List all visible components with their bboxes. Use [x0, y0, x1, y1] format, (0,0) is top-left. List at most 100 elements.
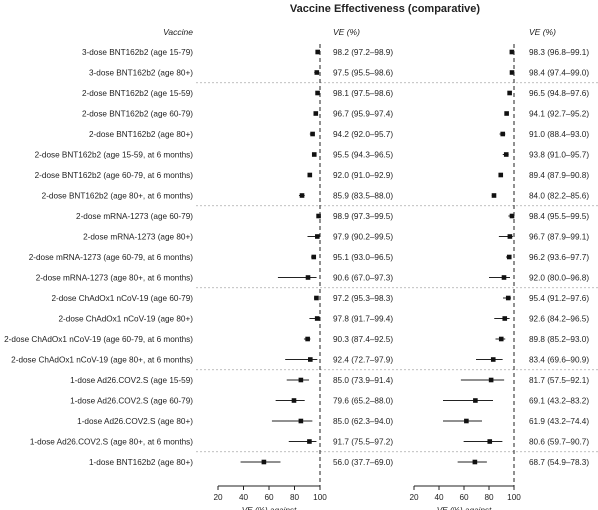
intubation-point-estimate [311, 152, 317, 157]
death-axis-label-line1: VE (%) against [437, 506, 492, 510]
intubation-axis-label-line1: VE (%) against [242, 506, 297, 510]
death-point-estimate [500, 131, 506, 137]
intubation-point-estimate [307, 172, 313, 178]
intubation-tick-label: 40 [239, 493, 249, 502]
death-ve-value: 93.8 (91.0–95.7) [529, 151, 589, 160]
death-point-estimate [504, 111, 509, 116]
intubation-ve-value: 85.9 (83.5–88.0) [333, 192, 393, 201]
death-point-estimate [498, 172, 504, 178]
death-ve-value: 91.0 (88.4–93.0) [529, 130, 589, 139]
death-point-estimate [487, 439, 493, 444]
intubation-ve-value: 97.9 (90.2–99.5) [333, 233, 393, 242]
death-ve-value: 89.8 (85.2–93.0) [529, 335, 589, 344]
death-point-estimate [509, 213, 515, 219]
intubation-ve-value: 92.0 (91.0–92.9) [333, 171, 393, 180]
intubation-ve-value: 98.2 (97.2–98.9) [333, 48, 393, 57]
vaccine-row-label: 2-dose BNT162b2 (age 15-59) [82, 89, 193, 98]
vaccine-row-label: 2-dose ChAdOx1 nCoV-19 (age 60-79) [51, 294, 193, 303]
death-point-estimate [501, 275, 507, 280]
intubation-ve-value: 97.8 (91.7–99.4) [333, 315, 393, 324]
death-ve-value: 81.7 (57.5–92.1) [529, 376, 589, 385]
intubation-ve-value: 95.5 (94.3–96.5) [333, 151, 393, 160]
death-ve-value: 83.4 (69.6–90.9) [529, 356, 589, 365]
vaccine-row-label: 2-dose ChAdOx1 nCoV-19 (age 80+, at 6 mo… [11, 356, 193, 365]
intubation-ve-value: 56.0 (37.7–69.0) [333, 458, 393, 467]
intubation-point-estimate [299, 193, 305, 198]
intubation-ve-value: 94.2 (92.0–95.7) [333, 130, 393, 139]
intubation-tick-label: 60 [264, 493, 274, 502]
intubation-tick-label: 100 [313, 493, 327, 502]
death-point-estimate [490, 357, 496, 362]
death-ve-value: 68.7 (54.9–78.3) [529, 458, 589, 467]
death-ve-value: 98.3 (96.8–99.1) [529, 48, 589, 57]
vaccine-row-label: 2-dose ChAdOx1 nCoV-19 (age 80+) [59, 315, 194, 324]
death-point-estimate [507, 90, 512, 96]
intubation-point-estimate [311, 254, 317, 260]
intubation-tick-label: 80 [290, 493, 300, 502]
death-ve-value: 98.4 (97.4–99.0) [529, 69, 589, 78]
intubation-ve-value: 90.3 (87.4–92.5) [333, 335, 393, 344]
vaccine-row-label: 2-dose ChAdOx1 nCoV-19 (age 60-79, at 6 … [4, 335, 193, 344]
chart-title: Vaccine Effectiveness (comparative) [290, 3, 480, 15]
death-point-estimate [498, 336, 504, 342]
intubation-point-estimate [316, 213, 321, 219]
vaccine-row-label: 3-dose BNT162b2 (age 15-79) [82, 48, 193, 57]
vaccine-row-label: 1-dose Ad26.COV2.S (age 15-59) [70, 376, 193, 385]
death-point-estimate [505, 295, 511, 301]
vaccine-row-label: 3-dose BNT162b2 (age 80+) [89, 69, 193, 78]
intubation-ve-value: 97.5 (95.5–98.6) [333, 69, 393, 78]
death-point-estimate [464, 418, 469, 424]
death-ve-value: 96.7 (87.9–99.1) [529, 233, 589, 242]
intubation-point-estimate [308, 357, 313, 362]
death-tick-label: 100 [507, 493, 521, 502]
intubation-point-estimate [313, 111, 319, 116]
death-ve-value: 69.1 (43.2–83.2) [529, 397, 589, 406]
death-ve-value: 96.5 (94.8–97.6) [529, 89, 589, 98]
intubation-point-estimate [298, 377, 304, 383]
death-point-estimate [502, 316, 508, 321]
ve-intubation-column-header: VE (%) [333, 27, 360, 37]
death-ve-value: 92.0 (80.0–96.8) [529, 274, 589, 283]
vaccine-row-label: 2-dose mRNA-1273 (age 60-79, at 6 months… [29, 253, 194, 262]
intubation-ve-value: 92.4 (72.7–97.9) [333, 356, 393, 365]
death-point-estimate [509, 70, 515, 75]
intubation-ve-value: 90.6 (67.0–97.3) [333, 274, 393, 283]
intubation-ve-value: 91.7 (75.5–97.2) [333, 438, 393, 447]
intubation-ve-value: 95.1 (93.0–96.5) [333, 253, 393, 262]
intubation-ve-value: 96.7 (95.9–97.4) [333, 110, 393, 119]
intubation-ve-value: 98.1 (97.5–98.6) [333, 89, 393, 98]
death-point-estimate [472, 459, 478, 465]
intubation-ve-value: 85.0 (62.3–94.0) [333, 417, 393, 426]
vaccine-row-label: 1-dose BNT162b2 (age 80+) [89, 458, 193, 467]
vaccine-row-label: 2-dose BNT162b2 (age 80+) [89, 130, 193, 139]
intubation-point-estimate [261, 459, 267, 465]
death-point-estimate [506, 254, 512, 260]
death-tick-label: 20 [409, 493, 419, 502]
death-ve-value: 95.4 (91.2–97.6) [529, 294, 589, 303]
death-ve-value: 92.6 (84.2–96.5) [529, 315, 589, 324]
vaccine-row-label: 2-dose BNT162b2 (age 60-79, at 6 months) [35, 171, 194, 180]
vaccine-row-label: 2-dose mRNA-1273 (age 60-79) [76, 212, 193, 221]
intubation-point-estimate [315, 49, 321, 55]
death-point-estimate [473, 398, 478, 403]
intubation-point-estimate [314, 316, 320, 321]
death-ve-value: 61.9 (43.2–74.4) [529, 417, 589, 426]
death-tick-label: 40 [434, 493, 444, 502]
intubation-point-estimate [314, 295, 319, 301]
vaccine-row-label: 2-dose BNT162b2 (age 80+, at 6 months) [42, 192, 194, 201]
intubation-point-estimate [307, 439, 312, 444]
death-ve-value: 98.4 (95.5–99.5) [529, 212, 589, 221]
ve-death-column-header: VE (%) [529, 27, 556, 37]
chart-axes: 20406080100VE (%) againstintubation20406… [213, 44, 521, 510]
intubation-point-estimate [305, 336, 310, 342]
vaccine-row-label: 1-dose Ad26.COV2.S (age 60-79) [70, 397, 193, 406]
intubation-ve-value: 85.0 (73.9–91.4) [333, 376, 393, 385]
death-ve-value: 94.1 (92.7–95.2) [529, 110, 589, 119]
intubation-ve-value: 79.6 (65.2–88.0) [333, 397, 393, 406]
chart-rows: 3-dose BNT162b2 (age 15-79) 98.2 (97.2–98… [4, 48, 598, 467]
intubation-point-estimate [298, 418, 304, 424]
vaccine-column-header: Vaccine [163, 27, 193, 37]
intubation-point-estimate [314, 70, 320, 75]
death-point-estimate [491, 193, 497, 198]
intubation-point-estimate [310, 131, 315, 137]
